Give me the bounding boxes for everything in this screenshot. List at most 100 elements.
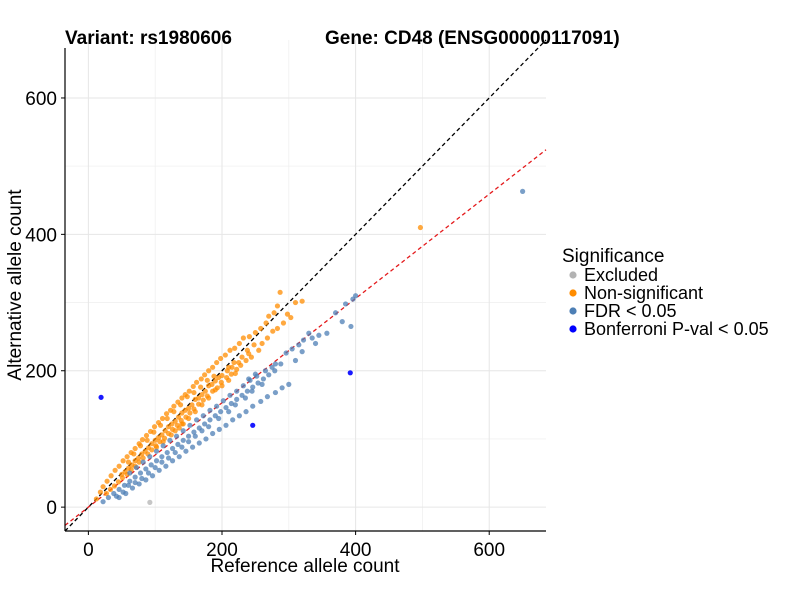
data-point: [274, 325, 281, 332]
data-point: [309, 335, 315, 341]
data-point: [175, 441, 181, 447]
x-tick-label: 0: [83, 540, 94, 561]
legend-label-2: FDR < 0.05: [584, 301, 677, 321]
y-tick-label: 400: [25, 225, 57, 246]
data-point: [283, 350, 289, 356]
y-tick-label: 600: [25, 89, 57, 110]
data-point: [169, 458, 176, 464]
data-point: [160, 439, 166, 445]
data-point: [163, 411, 170, 417]
data-point: [153, 448, 160, 454]
data-point: [164, 415, 170, 422]
data-point: [194, 379, 200, 385]
data-point: [202, 421, 208, 427]
x-tick-label: 400: [340, 540, 372, 561]
data-point: [277, 289, 283, 295]
data-point: [107, 486, 114, 493]
data-point: [147, 454, 153, 460]
data-point: [180, 437, 186, 443]
data-point: [173, 433, 180, 439]
data-point: [347, 370, 353, 376]
data-point: [122, 469, 128, 475]
data-point: [279, 385, 285, 391]
data-point: [223, 404, 229, 411]
data-point: [179, 395, 185, 401]
data-point: [100, 484, 106, 490]
data-point: [259, 340, 265, 347]
data-point: [164, 449, 170, 456]
data-point: [204, 377, 210, 383]
data-point: [132, 479, 138, 486]
data-point: [272, 361, 279, 367]
data-point: [98, 394, 104, 400]
data-point: [168, 432, 174, 438]
data-point: [120, 458, 126, 464]
data-point: [115, 479, 122, 485]
data-point: [210, 364, 216, 370]
data-point: [165, 455, 172, 461]
data-point: [284, 311, 291, 317]
data-point: [194, 417, 200, 423]
data-point: [155, 434, 162, 441]
data-point: [200, 397, 206, 403]
data-point: [187, 422, 193, 428]
data-point: [120, 489, 126, 495]
data-point: [199, 402, 205, 408]
data-point: [159, 454, 165, 460]
data-point: [300, 337, 307, 343]
data-point: [192, 433, 198, 439]
data-point: [132, 445, 138, 452]
data-point: [112, 467, 118, 473]
data-point: [111, 483, 118, 489]
data-point: [157, 422, 164, 428]
legend-key-1: [569, 289, 577, 297]
data-point: [227, 392, 233, 398]
legend: Significance ExcludedNon-significantFDR …: [562, 246, 769, 339]
data-point: [116, 486, 122, 493]
data-point: [156, 467, 162, 473]
data-point: [244, 388, 250, 394]
data-point: [180, 421, 186, 427]
data-point: [223, 422, 229, 428]
data-point: [266, 313, 272, 319]
data-point: [176, 454, 182, 460]
data-point: [116, 463, 122, 469]
data-point: [198, 376, 204, 382]
data-point: [171, 409, 177, 415]
data-point: [153, 444, 160, 450]
data-point: [191, 389, 197, 396]
data-point: [306, 330, 312, 336]
legend-key-3: [569, 325, 577, 333]
data-point: [214, 403, 220, 409]
data-point: [339, 319, 345, 325]
data-point: [278, 361, 284, 367]
data-point: [196, 395, 202, 401]
data-point: [108, 473, 114, 479]
data-point: [185, 415, 192, 422]
data-point: [169, 445, 176, 452]
data-point: [139, 437, 146, 443]
data-point: [229, 364, 235, 370]
data-point: [145, 445, 152, 451]
data-point: [192, 409, 198, 415]
data-point: [206, 424, 212, 430]
data-point: [266, 372, 272, 378]
data-point: [243, 409, 249, 415]
data-point: [140, 455, 146, 461]
data-point: [210, 430, 216, 437]
data-point: [342, 301, 349, 307]
data-point: [132, 474, 138, 480]
data-point: [136, 481, 142, 487]
data-point: [159, 415, 166, 422]
data-point: [332, 310, 339, 316]
data-point: [169, 421, 175, 427]
data-point: [189, 444, 196, 450]
data-point: [200, 413, 206, 419]
data-point: [189, 402, 195, 408]
legend-key-2: [569, 307, 577, 315]
data-point: [324, 330, 330, 336]
data-point: [137, 470, 144, 476]
data-point: [417, 224, 424, 231]
data-point: [151, 424, 158, 430]
data-point: [127, 470, 133, 476]
